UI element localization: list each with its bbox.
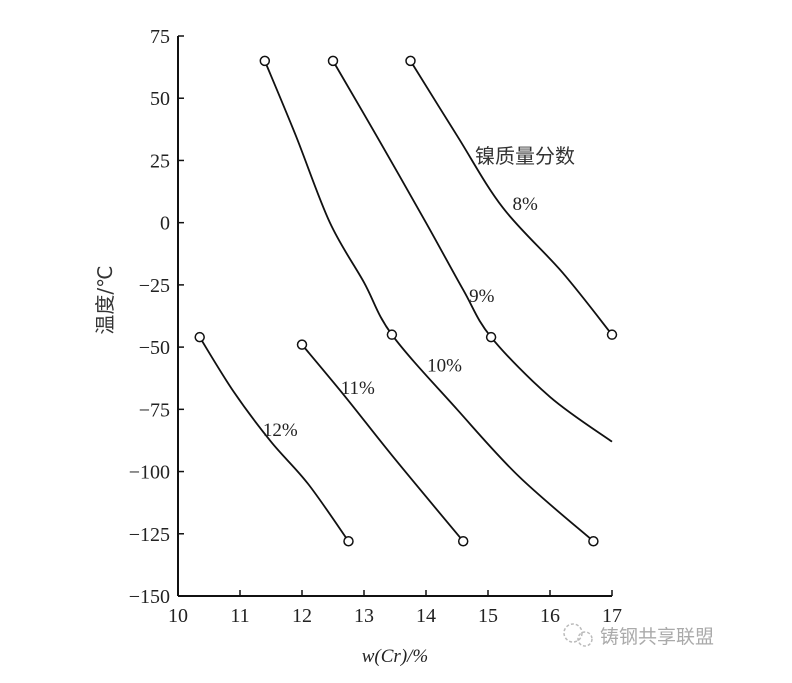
x-tick-label: 14 (416, 605, 436, 627)
x-tick-label: 16 (540, 605, 560, 627)
data-point-marker (606, 329, 618, 340)
series-label: 10% (427, 356, 462, 377)
data-point-marker (405, 55, 416, 67)
series-label: 12% (263, 420, 298, 441)
x-tick-label: 15 (478, 605, 498, 627)
series-line-9% (332, 60, 613, 443)
y-tick-label: 0 (160, 213, 170, 235)
legend-title: 镍质量分数 (475, 144, 575, 168)
y-tick-label: 25 (150, 150, 170, 172)
data-point-marker (485, 331, 497, 343)
y-tick-label: −150 (129, 586, 170, 608)
series-label: 8% (513, 194, 539, 215)
y-tick-label: −100 (129, 462, 170, 484)
data-point-marker (386, 329, 398, 340)
y-tick-label: 50 (150, 88, 170, 110)
watermark: 铸钢共享联盟 (600, 626, 714, 648)
data-point-marker (457, 535, 469, 547)
y-tick-label: −50 (139, 337, 170, 359)
y-tick-label: −25 (139, 275, 170, 297)
data-point-marker (296, 339, 308, 350)
x-tick-label: 17 (602, 605, 622, 627)
y-tick-label: 75 (150, 26, 170, 48)
series-label: 11% (341, 378, 375, 399)
x-tick-label: 12 (292, 605, 312, 627)
series-line-12% (198, 336, 350, 542)
x-axis-label: w(Cr)/% (362, 646, 429, 667)
y-tick-label: −125 (129, 524, 170, 546)
series-line-10% (263, 60, 594, 542)
data-point-marker (588, 535, 599, 547)
series-line-8% (409, 60, 613, 336)
series-label: 9% (469, 286, 495, 307)
data-point-marker (194, 331, 205, 343)
y-tick-label: −75 (139, 399, 170, 421)
y-axis-label: 温度/℃ (93, 265, 117, 334)
wechat-icon (563, 623, 593, 647)
x-tick-label: 10 (168, 605, 188, 627)
x-tick-label: 13 (354, 605, 374, 627)
series-line-11% (301, 344, 464, 542)
x-tick-label: 11 (230, 605, 249, 627)
data-point-marker (327, 55, 339, 67)
data-point-marker (343, 535, 354, 547)
data-point-marker (259, 55, 271, 67)
